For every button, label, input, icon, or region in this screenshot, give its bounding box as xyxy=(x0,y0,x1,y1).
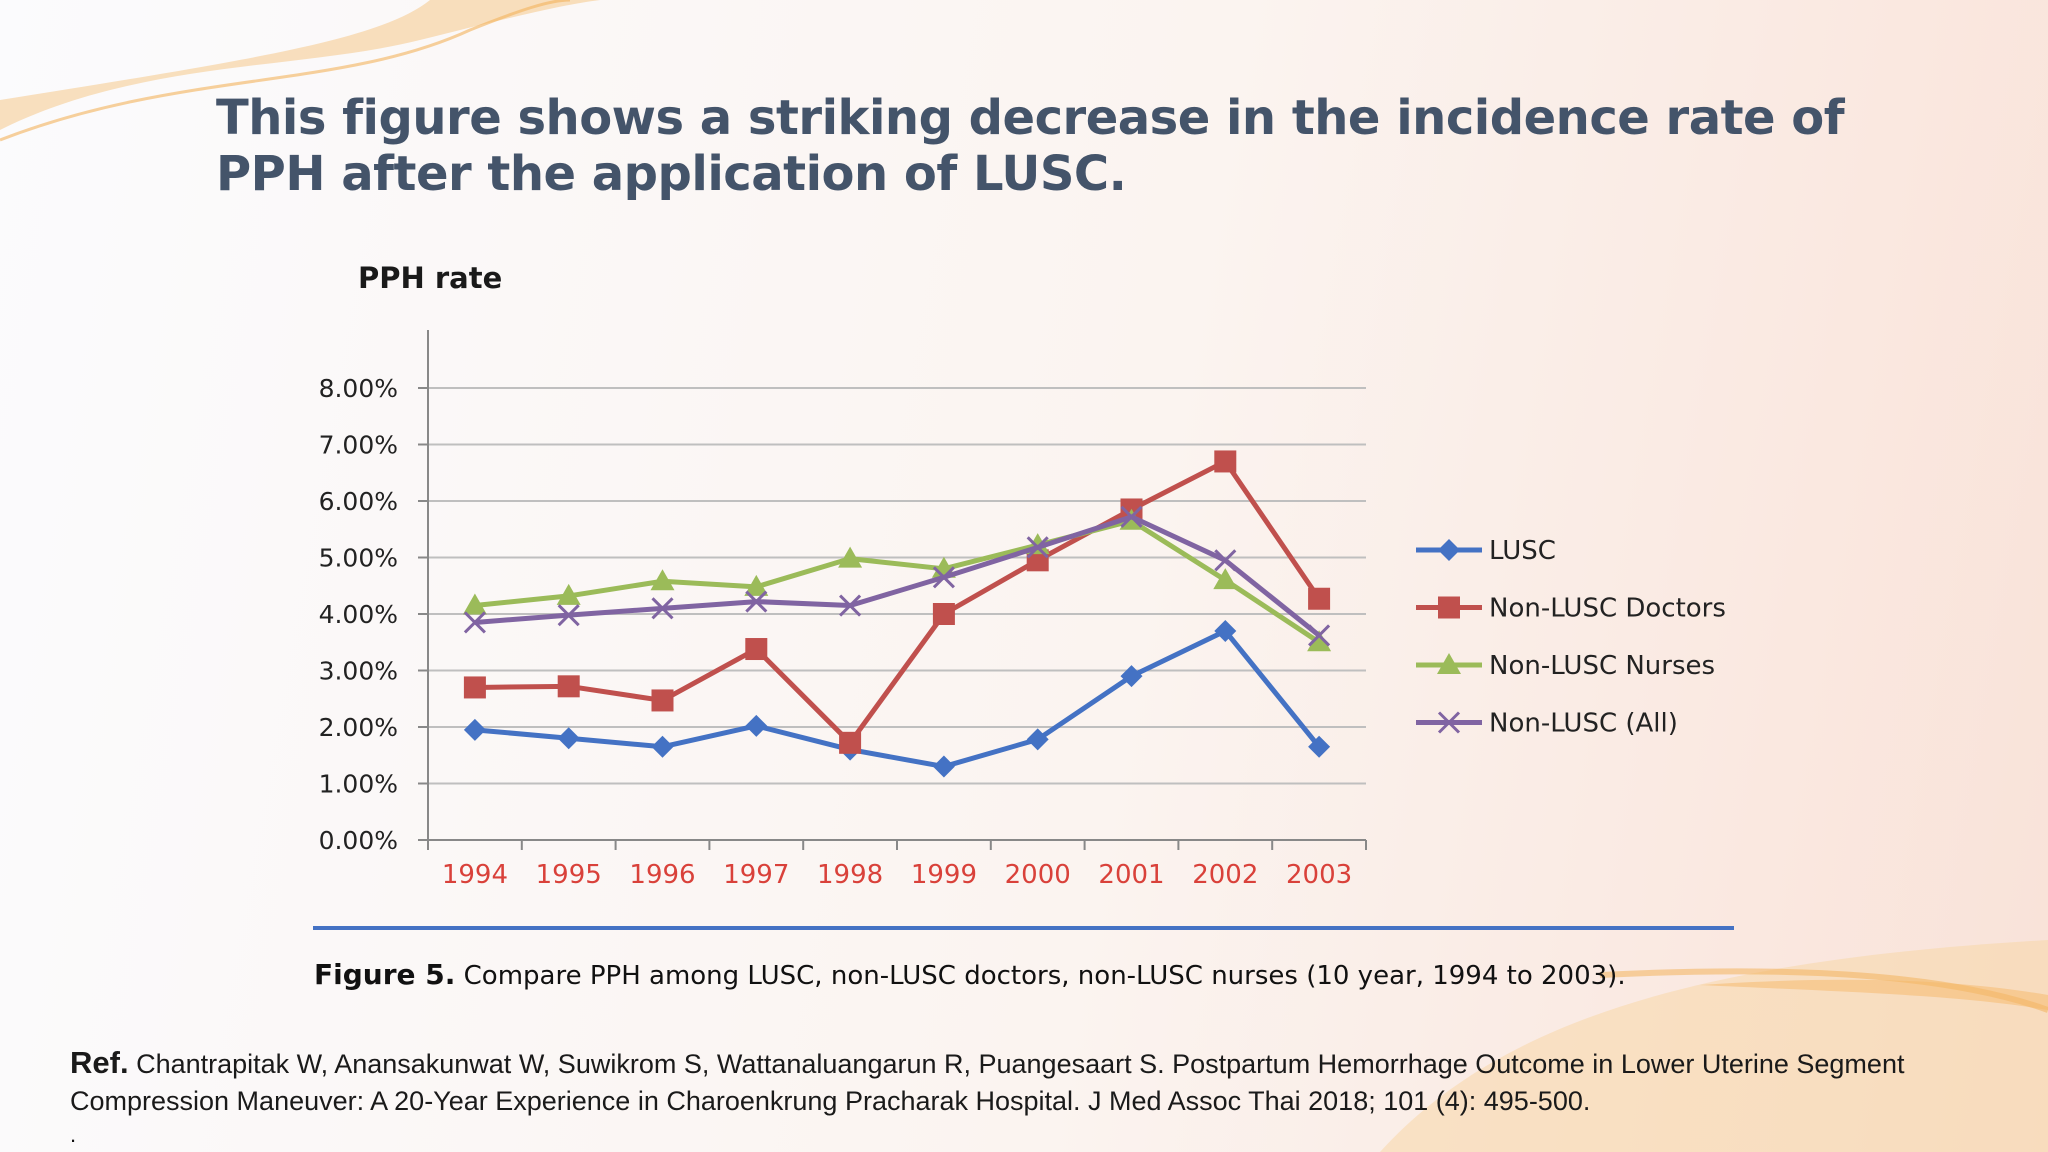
caption-text: Compare PPH among LUSC, non-LUSC doctors… xyxy=(463,961,1626,991)
data-point-all xyxy=(1308,624,1331,647)
data-point-all xyxy=(463,611,486,634)
x-tick-label: 1995 xyxy=(536,860,602,890)
y-tick-label: 2.00% xyxy=(319,713,398,742)
legend-item-nurses: Non-LUSC Nurses xyxy=(1416,651,1715,681)
legend-marker xyxy=(1437,653,1461,674)
y-axis-label: PPH rate xyxy=(358,261,502,295)
data-point-doctors xyxy=(932,603,955,625)
y-tick-label: 5.00% xyxy=(319,544,398,573)
y-tick-label: 1.00% xyxy=(319,770,398,799)
data-point-lusc xyxy=(651,735,674,758)
x-tick-label: 2000 xyxy=(1005,860,1071,890)
series-all xyxy=(463,505,1331,647)
legend-item-doctors: Non-LUSC Doctors xyxy=(1416,594,1726,624)
data-point-doctors xyxy=(1308,587,1331,610)
figure-caption: Figure 5. Compare PPH among LUSC, non-LU… xyxy=(314,958,1814,991)
x-axis-ticks: 1994 1995 1996 1997 1998 1999 2000 2001 2002 2003 xyxy=(427,840,1367,890)
series-line-nurses xyxy=(474,518,1321,645)
legend-marker xyxy=(1438,596,1460,619)
series-lusc xyxy=(463,619,1331,778)
data-point-nurses xyxy=(462,593,487,615)
x-tick-label: 1997 xyxy=(723,860,789,890)
legend-item-all: Non-LUSC (All) xyxy=(1416,709,1678,739)
y-tick-label: 3.00% xyxy=(319,657,398,686)
data-point-lusc xyxy=(463,718,486,741)
caption-label: Figure 5. xyxy=(314,958,456,991)
data-point-nurses xyxy=(556,583,581,605)
data-point-doctors xyxy=(557,675,580,698)
data-point-all xyxy=(1120,505,1143,528)
data-point-all xyxy=(932,566,955,589)
series-doctors xyxy=(463,450,1331,754)
data-point-lusc xyxy=(1214,619,1237,642)
data-point-lusc xyxy=(1026,728,1049,751)
data-point-all xyxy=(651,597,674,620)
data-point-all xyxy=(839,594,862,617)
data-point-doctors xyxy=(1214,450,1237,473)
reference-label: Ref. xyxy=(70,1045,129,1080)
chart-legend: LUSC Non-LUSC Doctors Non-LUSC Nurses Non-L… xyxy=(1416,536,1726,739)
legend-item-lusc: LUSC xyxy=(1416,536,1556,566)
series-line-all xyxy=(474,514,1321,638)
trailing-dot: . xyxy=(70,1122,77,1147)
data-point-lusc xyxy=(557,727,580,750)
y-tick-label: 6.00% xyxy=(319,487,398,516)
chart-series xyxy=(462,450,1332,778)
x-tick-label: 2003 xyxy=(1286,860,1352,890)
data-point-nurses xyxy=(1307,630,1332,652)
x-tick-label: 1998 xyxy=(817,860,883,890)
data-point-all xyxy=(1026,536,1049,559)
data-point-nurses xyxy=(650,569,675,591)
x-tick-label: 1994 xyxy=(442,860,508,890)
legend-label: Non-LUSC Nurses xyxy=(1489,651,1715,681)
data-point-all xyxy=(557,604,580,627)
data-point-nurses xyxy=(1213,568,1238,590)
data-point-doctors xyxy=(463,676,486,699)
y-axis-ticks: 0.00% 1.00% 2.00% 3.00% 4.00% 5.00% 6.00% 7.00%… xyxy=(319,374,428,855)
data-point-doctors xyxy=(745,638,768,661)
legend-marker xyxy=(1437,711,1461,734)
slide-title: This figure shows a striking decrease in… xyxy=(216,90,1845,202)
series-line-lusc xyxy=(474,628,1322,770)
legend-marker xyxy=(1438,539,1460,561)
data-point-nurses xyxy=(744,574,769,596)
reference-citation: Ref. Chantrapitak W, Anansakunwat W, Suw… xyxy=(70,1044,2000,1120)
data-point-doctors xyxy=(839,731,862,754)
data-point-lusc xyxy=(745,714,768,737)
legend-label: LUSC xyxy=(1489,536,1556,566)
data-point-lusc xyxy=(1120,665,1143,688)
legend-label: Non-LUSC Doctors xyxy=(1489,594,1726,624)
y-tick-label: 8.00% xyxy=(319,374,398,403)
x-tick-label: 2002 xyxy=(1192,860,1258,890)
data-point-doctors xyxy=(651,689,674,712)
y-tick-label: 7.00% xyxy=(319,431,398,460)
data-point-lusc xyxy=(932,755,955,778)
data-point-all xyxy=(745,590,768,613)
legend-label: Non-LUSC (All) xyxy=(1489,709,1678,739)
data-point-all xyxy=(1214,549,1237,572)
data-point-nurses xyxy=(838,546,863,568)
y-tick-label: 4.00% xyxy=(319,600,398,629)
series-nurses xyxy=(462,508,1332,652)
x-tick-label: 1999 xyxy=(911,860,977,890)
series-line-doctors xyxy=(474,458,1322,746)
data-point-lusc xyxy=(1308,735,1331,758)
x-tick-label: 1996 xyxy=(629,860,695,890)
reference-text: Chantrapitak W, Anansakunwat W, Suwikrom… xyxy=(70,1049,1905,1116)
y-tick-label: 0.00% xyxy=(319,826,398,855)
x-tick-label: 2001 xyxy=(1098,860,1164,890)
